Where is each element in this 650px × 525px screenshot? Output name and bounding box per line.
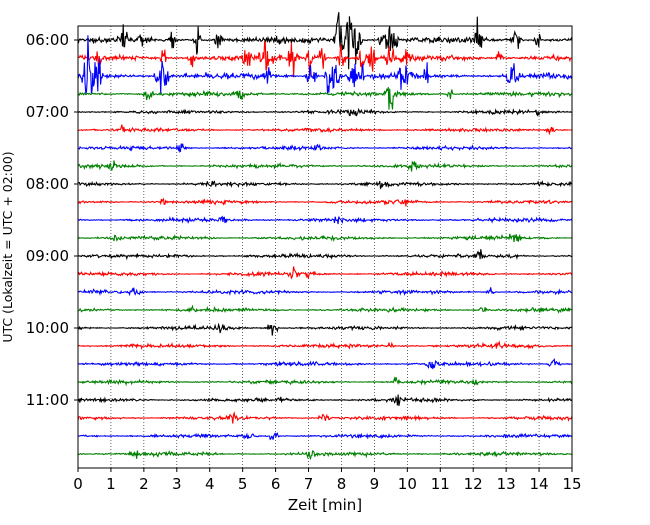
x-axis-label: Zeit [min] bbox=[288, 496, 362, 514]
trace-1030 bbox=[77, 358, 573, 370]
trace-1015 bbox=[77, 340, 573, 351]
trace-0930 bbox=[77, 287, 573, 297]
trace-1000 bbox=[77, 322, 573, 336]
x-tick-label-14: 14 bbox=[530, 475, 549, 493]
trace-0845 bbox=[77, 233, 573, 243]
trace-1115 bbox=[77, 411, 573, 424]
trace-0615 bbox=[77, 41, 573, 78]
trace-1045 bbox=[77, 376, 573, 387]
plot-frame bbox=[77, 25, 573, 469]
x-tick-label-2: 2 bbox=[139, 475, 149, 493]
x-tick-label-0: 0 bbox=[73, 475, 83, 493]
y-tick-label-0800: 08:00 bbox=[26, 175, 69, 193]
trace-1100 bbox=[77, 394, 573, 407]
trace-0700 bbox=[77, 107, 573, 117]
x-tick-label-6: 6 bbox=[271, 475, 281, 493]
trace-0830 bbox=[77, 215, 573, 225]
trace-0800 bbox=[77, 180, 573, 190]
trace-0600 bbox=[77, 12, 573, 70]
y-tick-label-0700: 07:00 bbox=[26, 103, 69, 121]
trace-0945 bbox=[77, 304, 573, 314]
x-tick-label-12: 12 bbox=[464, 475, 483, 493]
grid-layer bbox=[110, 26, 540, 468]
x-tick-label-3: 3 bbox=[172, 475, 182, 493]
x-tick-label-1: 1 bbox=[106, 475, 116, 493]
tick-layer: 0 1 2 3 4 5 6 7 8 9 10 11 12 13 14 1506:0007:0008:0009:… bbox=[26, 31, 582, 493]
trace-0745 bbox=[77, 160, 573, 172]
trace-1145 bbox=[77, 449, 573, 461]
trace-0815 bbox=[77, 197, 573, 207]
trace-0900 bbox=[77, 249, 572, 261]
x-tick-label-7: 7 bbox=[304, 475, 314, 493]
x-tick-label-8: 8 bbox=[337, 475, 347, 493]
x-tick-label-4: 4 bbox=[205, 475, 215, 493]
x-tick-label-13: 13 bbox=[497, 475, 516, 493]
x-tick-label-11: 11 bbox=[431, 475, 450, 493]
trace-layer bbox=[77, 12, 573, 461]
y-tick-label-0600: 06:00 bbox=[26, 31, 69, 49]
x-tick-label-10: 10 bbox=[398, 475, 417, 493]
y-axis-label: UTC (Lokalzeit = UTC + 02:00) bbox=[0, 151, 15, 342]
trace-0915 bbox=[77, 266, 573, 280]
y-tick-label-1100: 11:00 bbox=[26, 391, 69, 409]
x-tick-label-5: 5 bbox=[238, 475, 248, 493]
y-tick-label-0900: 09:00 bbox=[26, 247, 69, 265]
trace-0645 bbox=[77, 87, 573, 110]
x-tick-label-15: 15 bbox=[562, 475, 581, 493]
y-tick-label-1000: 10:00 bbox=[26, 319, 69, 337]
trace-1130 bbox=[77, 432, 573, 441]
trace-0630 bbox=[77, 35, 573, 94]
x-tick-label-9: 9 bbox=[370, 475, 380, 493]
trace-0730 bbox=[77, 143, 573, 153]
trace-0715 bbox=[77, 124, 573, 136]
